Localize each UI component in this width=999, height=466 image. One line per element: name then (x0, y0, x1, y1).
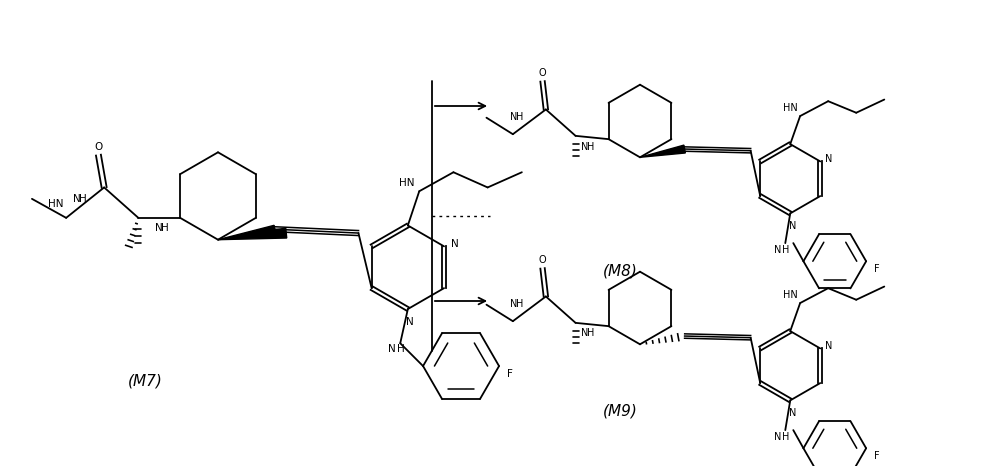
Text: O: O (538, 69, 546, 78)
Text: F: F (874, 264, 880, 274)
Text: N: N (788, 221, 796, 232)
Text: N: N (773, 245, 781, 255)
Text: N: N (825, 342, 832, 351)
Text: (M8): (M8) (602, 263, 637, 279)
Text: HN: HN (400, 178, 415, 188)
Text: N: N (581, 329, 588, 338)
Text: N: N (788, 408, 796, 418)
Text: F: F (874, 451, 880, 461)
Text: H: H (781, 245, 789, 255)
Polygon shape (218, 228, 287, 240)
Text: H: H (587, 142, 594, 151)
Text: (M9): (M9) (602, 404, 637, 418)
Text: F: F (507, 369, 512, 379)
Text: H: H (587, 329, 594, 338)
Text: H: H (781, 432, 789, 442)
Text: N: N (451, 240, 459, 249)
Text: HN: HN (48, 199, 64, 209)
Polygon shape (218, 226, 276, 240)
Text: H: H (398, 344, 406, 354)
Text: HN: HN (783, 103, 797, 113)
Text: N: N (825, 154, 832, 164)
Text: N: N (73, 194, 81, 204)
Text: N: N (406, 317, 414, 327)
Text: HN: HN (783, 290, 797, 300)
Text: O: O (94, 142, 103, 152)
Text: (M7): (M7) (128, 374, 163, 389)
Polygon shape (640, 145, 685, 158)
Text: N: N (509, 299, 517, 309)
Text: N: N (509, 112, 517, 122)
Text: O: O (538, 255, 546, 266)
Text: H: H (79, 194, 87, 204)
Text: N: N (773, 432, 781, 442)
Text: N: N (581, 142, 588, 151)
Text: H: H (162, 223, 169, 233)
Text: H: H (515, 112, 523, 122)
Text: N: N (156, 223, 163, 233)
Text: N: N (389, 344, 397, 354)
Text: H: H (515, 299, 523, 309)
